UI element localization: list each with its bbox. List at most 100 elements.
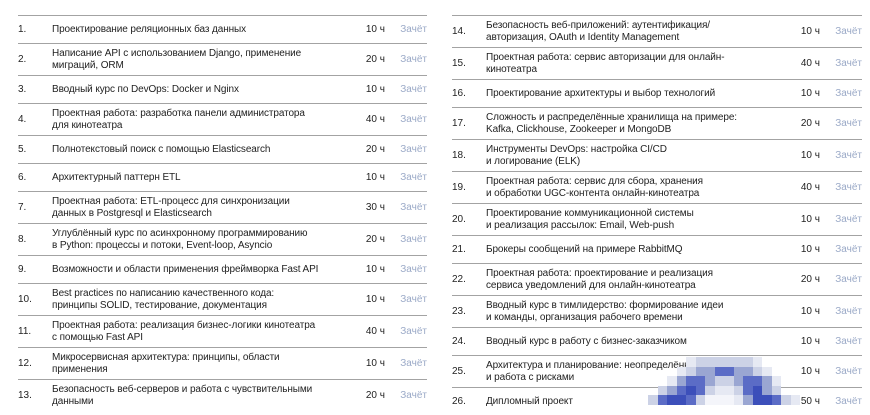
course-title: Брокеры сообщений на примере RabbitMQ xyxy=(486,243,683,255)
stamp-pixel xyxy=(771,376,781,386)
course-grade-link[interactable]: Зачёт xyxy=(400,234,427,245)
row-number: 13. xyxy=(18,390,32,401)
course-grade-link[interactable]: Зачёт xyxy=(835,150,862,161)
row-number: 17. xyxy=(452,118,466,129)
row-number: 12. xyxy=(18,358,32,369)
course-title: Микросервисная архитектура: принципы, об… xyxy=(52,352,280,375)
course-grade-link[interactable]: Зачёт xyxy=(400,264,427,275)
table-row: 21. Брокеры сообщений на примере RabbitMQ… xyxy=(452,235,862,263)
row-number: 19. xyxy=(452,182,466,193)
course-grade-link[interactable]: Зачёт xyxy=(400,84,427,95)
stamp-pixel xyxy=(733,357,743,367)
stamp-pixel xyxy=(724,357,734,367)
course-title: Проектная работа: разработка панели адми… xyxy=(52,108,305,131)
course-title: Архитектурный паттерн ETL xyxy=(52,171,181,183)
course-title: Сложность и распределённые хранилища на … xyxy=(486,112,737,135)
stamp-pixel xyxy=(667,367,677,377)
course-hours: 30 ч xyxy=(365,202,385,213)
course-hours: 10 ч xyxy=(800,366,820,377)
table-row: 24. Вводный курс в работу с бизнес-заказч… xyxy=(452,327,862,355)
course-grade-link[interactable]: Зачёт xyxy=(400,114,427,125)
stamp-pixel xyxy=(752,357,762,367)
stamp-pixel xyxy=(743,366,753,376)
course-grade-link[interactable]: Зачёт xyxy=(400,358,427,369)
course-grade-link[interactable]: Зачёт xyxy=(400,390,427,401)
stamp-pixel xyxy=(695,357,705,367)
row-number: 1. xyxy=(18,24,27,35)
stamp-pixel xyxy=(714,357,724,367)
course-title: Архитектура и планирование: неопределённ… xyxy=(486,360,710,383)
stamp-pixel xyxy=(714,385,724,395)
stamp-pixel xyxy=(677,357,687,367)
table-row: 11. Проектная работа: реализация бизнес-л… xyxy=(18,315,427,347)
course-title: Проектная работа: сервис авторизации для… xyxy=(486,52,725,75)
row-number: 21. xyxy=(452,244,466,255)
stamp-pixel xyxy=(695,376,705,386)
course-grade-link[interactable]: Зачёт xyxy=(835,26,862,37)
stamp-pixel xyxy=(648,367,658,377)
stamp-pixel xyxy=(714,366,724,376)
stamp-pixel xyxy=(648,357,658,367)
table-row: 23. Вводный курс в тимлидерство: формиров… xyxy=(452,295,862,327)
stamp-pixel xyxy=(791,386,801,396)
course-grade-link[interactable]: Зачёт xyxy=(400,326,427,337)
row-number: 4. xyxy=(18,114,27,125)
stamp-pixel xyxy=(743,357,753,367)
course-title: Инструменты DevOps: настройка CI/CD и ло… xyxy=(486,144,667,167)
table-row: 15. Проектная работа: сервис авторизации … xyxy=(452,47,862,79)
course-grade-link[interactable]: Зачёт xyxy=(835,88,862,99)
table-row: 10. Best practices по написанию качествен… xyxy=(18,283,427,315)
course-hours: 40 ч xyxy=(365,326,385,337)
row-number: 25. xyxy=(452,366,466,377)
course-grade-link[interactable]: Зачёт xyxy=(835,274,862,285)
course-column-right: 14. Безопасность веб-приложений: аутентиф… xyxy=(452,15,862,407)
row-number: 2. xyxy=(18,54,27,65)
course-grade-link[interactable]: Зачёт xyxy=(400,172,427,183)
course-grade-link[interactable]: Зачёт xyxy=(400,144,427,155)
table-row: 25. Архитектура и планирование: неопредел… xyxy=(452,355,862,387)
stamp-pixel xyxy=(772,367,782,377)
course-grade-link[interactable]: Зачёт xyxy=(400,24,427,35)
course-hours: 10 ч xyxy=(365,358,385,369)
stamp-pixel xyxy=(658,357,668,367)
table-row: 16. Проектирование архитектуры и выбор те… xyxy=(452,79,862,107)
stamp-pixel xyxy=(733,376,743,386)
table-row: 9. Возможности и области применения фрейм… xyxy=(18,255,427,283)
stamp-pixel xyxy=(762,376,772,386)
stamp-pixel xyxy=(686,357,696,367)
table-row: 13. Безопасность веб-серверов и работа с … xyxy=(18,379,427,411)
table-row: 20. Проектирование коммуникационной систе… xyxy=(452,203,862,235)
course-grade-link[interactable]: Зачёт xyxy=(835,118,862,129)
row-number: 16. xyxy=(452,88,466,99)
course-grade-link[interactable]: Зачёт xyxy=(835,214,862,225)
course-grade-link[interactable]: Зачёт xyxy=(400,54,427,65)
row-number: 9. xyxy=(18,264,27,275)
course-grade-link[interactable]: Зачёт xyxy=(835,396,862,407)
course-grade-link[interactable]: Зачёт xyxy=(835,244,862,255)
stamp-pixel xyxy=(771,385,781,395)
course-hours: 10 ч xyxy=(365,24,385,35)
course-grade-link[interactable]: Зачёт xyxy=(835,182,862,193)
course-grade-link[interactable]: Зачёт xyxy=(835,336,862,347)
stamp-pixel xyxy=(705,385,715,395)
stamp-pixel xyxy=(676,366,686,376)
stamp-pixel xyxy=(791,367,801,377)
course-hours: 40 ч xyxy=(800,182,820,193)
course-grade-link[interactable]: Зачёт xyxy=(835,366,862,377)
stamp-pixel xyxy=(658,367,668,377)
course-grade-link[interactable]: Зачёт xyxy=(400,294,427,305)
course-title: Проектная работа: сервис для сбора, хран… xyxy=(486,176,703,199)
course-title: Вводный курс в работу с бизнес-заказчико… xyxy=(486,335,687,347)
course-grade-link[interactable]: Зачёт xyxy=(400,202,427,213)
stamp-pixel xyxy=(772,357,782,367)
stamp-pixel xyxy=(752,385,762,395)
row-number: 11. xyxy=(18,326,32,337)
stamp-pixel xyxy=(667,357,677,367)
stamp-pixel xyxy=(762,366,772,376)
course-grade-link[interactable]: Зачёт xyxy=(835,58,862,69)
stamp-pixel xyxy=(667,385,677,395)
course-grade-link[interactable]: Зачёт xyxy=(835,306,862,317)
table-row: 5. Полнотекстовый поиск с помощью Elastic… xyxy=(18,135,427,163)
row-number: 7. xyxy=(18,202,27,213)
course-hours: 40 ч xyxy=(800,58,820,69)
